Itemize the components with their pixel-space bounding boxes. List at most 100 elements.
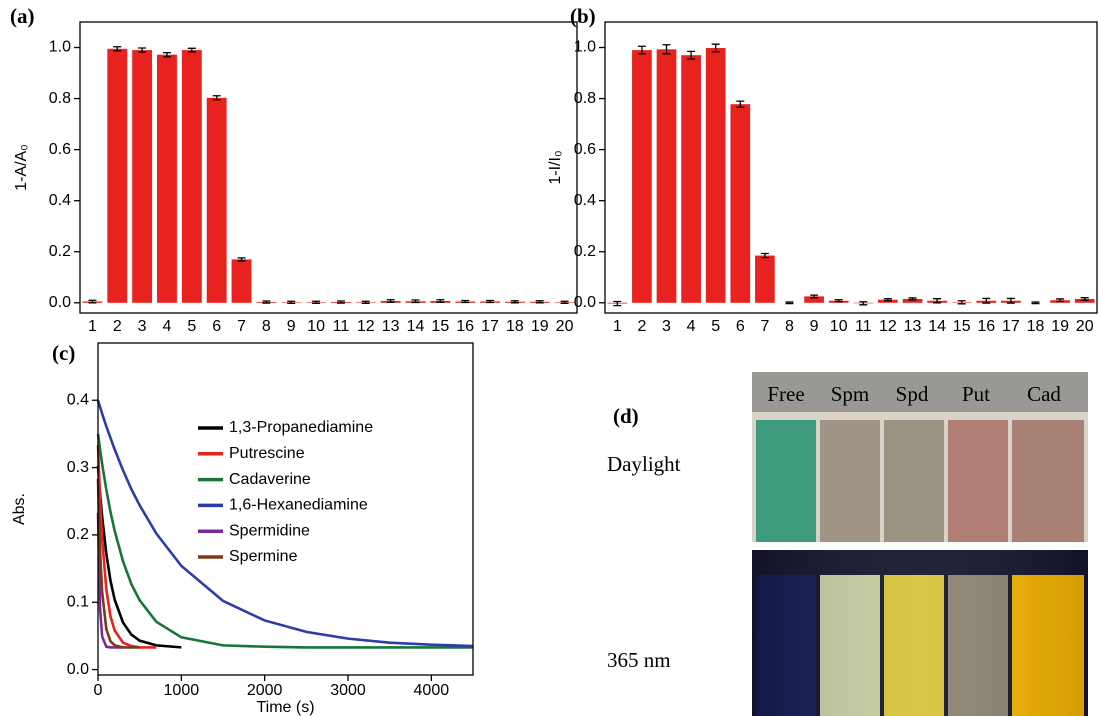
error-bar bbox=[760, 252, 769, 259]
bar bbox=[681, 55, 701, 303]
legend-label: Putrescine bbox=[229, 445, 305, 462]
x-tick-label: 3000 bbox=[330, 682, 366, 699]
y-tick-label: 0.2 bbox=[574, 243, 596, 260]
error-bar bbox=[361, 300, 370, 304]
y-axis-title: Abs. bbox=[11, 493, 28, 525]
panel-title: (a) bbox=[10, 4, 35, 28]
bar bbox=[107, 48, 128, 303]
error-bar bbox=[88, 299, 97, 304]
y-tick-label: 0.8 bbox=[574, 90, 596, 107]
bar bbox=[656, 49, 677, 303]
bar bbox=[206, 97, 227, 303]
error-bar bbox=[1031, 301, 1040, 305]
error-bar bbox=[1080, 297, 1089, 301]
vial bbox=[756, 420, 816, 542]
error-bar bbox=[687, 50, 696, 60]
bar bbox=[632, 50, 652, 303]
x-tick-label: 2 bbox=[637, 318, 646, 335]
y-axis-title: 1-I/I₀ bbox=[547, 150, 564, 184]
x-tick-label: 20 bbox=[556, 318, 574, 335]
bar bbox=[755, 255, 775, 303]
x-tick-label: 11 bbox=[855, 318, 872, 335]
y-tick-label: 1.0 bbox=[574, 39, 596, 56]
y-tick-label: 0.2 bbox=[67, 526, 89, 543]
x-tick-label: 9 bbox=[810, 318, 819, 335]
error-bar bbox=[510, 300, 519, 304]
x-tick-label: 12 bbox=[879, 318, 897, 335]
plot-frame bbox=[79, 21, 578, 314]
error-bar bbox=[411, 299, 420, 304]
x-tick-label: 10 bbox=[830, 318, 848, 335]
y-tick-label: 0.2 bbox=[49, 243, 71, 260]
x-tick-label: 19 bbox=[1051, 318, 1069, 335]
x-tick-label: 11 bbox=[333, 318, 350, 335]
error-bar bbox=[461, 299, 470, 304]
error-bar bbox=[187, 47, 196, 53]
legend-label: Cadaverine bbox=[229, 471, 311, 488]
error-bar bbox=[1056, 298, 1065, 303]
error-bar bbox=[613, 300, 622, 307]
error-bar bbox=[957, 300, 966, 305]
error-bar bbox=[834, 299, 843, 303]
error-bar bbox=[535, 300, 544, 304]
y-tick-label: 0.3 bbox=[67, 459, 89, 476]
x-tick-label: 3 bbox=[662, 318, 671, 335]
x-tick-label: 0 bbox=[94, 682, 103, 699]
error-bar bbox=[785, 301, 794, 305]
x-tick-label: 4 bbox=[163, 318, 172, 335]
x-tick-label: 3 bbox=[138, 318, 147, 335]
vial-label: Spd bbox=[896, 382, 929, 406]
y-tick-label: 0.1 bbox=[67, 593, 89, 610]
vial bbox=[1012, 420, 1084, 542]
error-bar bbox=[711, 43, 720, 53]
x-tick-label: 1 bbox=[613, 318, 622, 335]
y-tick-label: 0.6 bbox=[574, 141, 596, 158]
x-tick-label: 8 bbox=[785, 318, 794, 335]
x-tick-label: 9 bbox=[287, 318, 296, 335]
x-tick-label: 15 bbox=[953, 318, 971, 335]
data-line bbox=[96, 512, 123, 649]
error-bar bbox=[883, 298, 892, 302]
x-tick-label: 17 bbox=[1002, 318, 1020, 335]
y-tick-label: 0.4 bbox=[574, 192, 596, 209]
x-tick-label: 16 bbox=[977, 318, 995, 335]
x-tick-label: 17 bbox=[481, 318, 499, 335]
error-bar bbox=[262, 300, 271, 304]
error-bar bbox=[1006, 297, 1015, 304]
x-tick-label: 6 bbox=[212, 318, 221, 335]
x-tick-label: 2 bbox=[113, 318, 122, 335]
vial bbox=[884, 420, 944, 542]
y-tick-label: 1.0 bbox=[49, 39, 71, 56]
x-tick-label: 10 bbox=[307, 318, 325, 335]
y-tick-label: 0.8 bbox=[49, 90, 71, 107]
x-tick-label: 5 bbox=[187, 318, 196, 335]
bar bbox=[705, 48, 726, 303]
plot-frame bbox=[97, 342, 474, 676]
error-bar bbox=[486, 299, 495, 304]
x-tick-label: 13 bbox=[382, 318, 400, 335]
x-tick-label: 8 bbox=[262, 318, 271, 335]
bar bbox=[157, 54, 177, 303]
error-bar bbox=[982, 297, 991, 304]
legend-label: 1,3-Propanediamine bbox=[229, 419, 373, 436]
x-tick-label: 18 bbox=[1027, 318, 1045, 335]
y-tick-label: 0.4 bbox=[49, 192, 71, 209]
plot-frame bbox=[604, 21, 1098, 314]
error-bar bbox=[933, 298, 942, 304]
bar bbox=[804, 296, 824, 303]
error-bar bbox=[212, 95, 221, 101]
error-bar bbox=[336, 300, 345, 304]
x-tick-label: 12 bbox=[357, 318, 375, 335]
vial-label: Cad bbox=[1027, 382, 1061, 406]
x-axis-title: Time (s) bbox=[256, 699, 314, 716]
error-bar bbox=[237, 257, 246, 262]
legend-label: Spermidine bbox=[229, 522, 310, 539]
x-tick-label: 1 bbox=[88, 318, 97, 335]
bar bbox=[231, 259, 252, 303]
x-tick-label: 1000 bbox=[164, 682, 200, 699]
bar bbox=[132, 50, 153, 303]
panel-title: (c) bbox=[52, 341, 75, 365]
vial-label: Free bbox=[767, 382, 804, 406]
legend-label: Spermine bbox=[229, 548, 298, 565]
